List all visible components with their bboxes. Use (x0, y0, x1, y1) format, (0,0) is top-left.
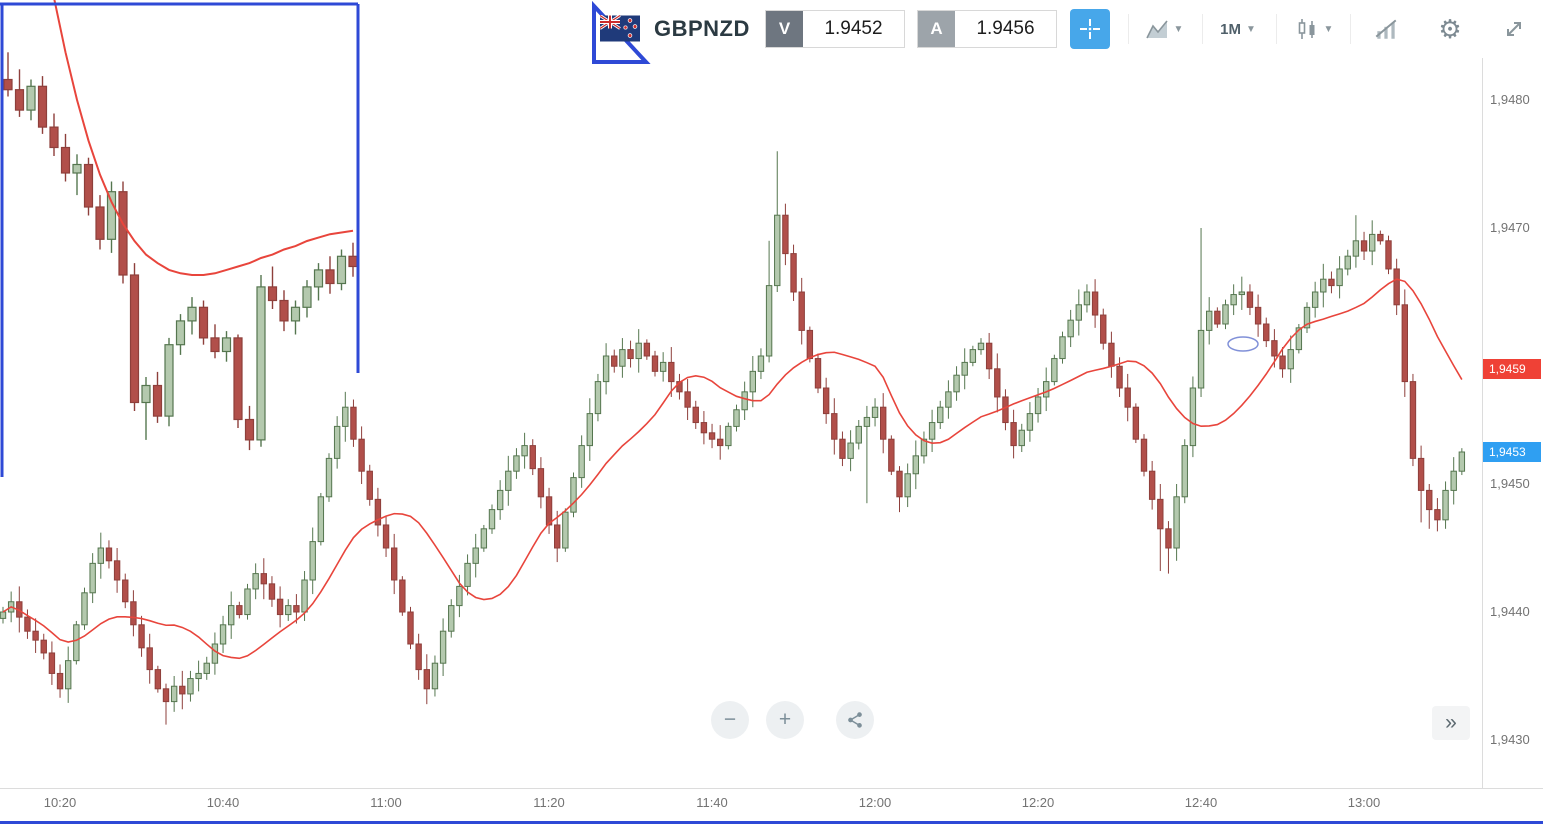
toolbar-separator (1128, 14, 1129, 44)
time-tick-label: 13:00 (1347, 795, 1381, 810)
price-tick-label: 1,9430 (1490, 732, 1530, 747)
buy-price: 1.9456 (976, 18, 1035, 39)
sell-button[interactable]: V 1.9452 (765, 10, 905, 48)
sell-price: 1.9452 (824, 18, 883, 39)
fullscreen-button[interactable] (1494, 13, 1534, 45)
zoom-in-button[interactable]: + (766, 701, 804, 739)
collapse-button[interactable]: » (1432, 706, 1470, 740)
expand-icon (1507, 22, 1521, 36)
toolbar-separator (1276, 14, 1277, 44)
inset-magnified-chart (0, 0, 360, 470)
symbol-title: GBPNZD (654, 16, 750, 41)
timeframe-label: 1M (1220, 20, 1241, 38)
buy-button[interactable]: A 1.9456 (917, 10, 1057, 48)
ma-price-badge: 1,9459 (1483, 358, 1541, 379)
price-tick-label: 1,9440 (1490, 604, 1530, 619)
nz-flag-icon (600, 15, 640, 42)
indicators-icon (1375, 19, 1397, 39)
chart-type-dropdown[interactable]: ▼ (1140, 13, 1188, 45)
time-tick-label: 10:40 (206, 795, 240, 810)
price-tick-label: 1,9480 (1490, 92, 1530, 107)
time-tick-label: 10:20 (43, 795, 77, 810)
toolbar-separator (1202, 14, 1203, 44)
time-tick-label: 12:00 (858, 795, 892, 810)
moving-average-line (2, 278, 1463, 660)
time-tick-label: 11:00 (370, 795, 402, 810)
price-tick-label: 1,9450 (1490, 476, 1530, 491)
chevron-down-icon: ▼ (1173, 23, 1184, 35)
candle-style-dropdown[interactable]: ▼ (1288, 13, 1340, 45)
double-chevron-icon: » (1445, 711, 1457, 734)
time-tick-label: 11:20 (533, 795, 565, 810)
toolbar-separator (1350, 14, 1351, 44)
plus-icon: + (778, 708, 792, 731)
share-icon (848, 712, 862, 728)
candlestick-icon (1298, 19, 1315, 39)
minus-icon: − (723, 708, 737, 731)
inset-moving-average-line (7, 0, 354, 276)
toolbar: GBPNZD V 1.9452 A 1.9456 ▼ 1M ▼ ▼ (0, 0, 1543, 58)
crosshair-button[interactable] (1070, 9, 1110, 49)
price-tick-label: 1,9470 (1490, 220, 1530, 235)
candles-layer (0, 151, 1466, 725)
time-tick-label: 11:40 (696, 795, 728, 810)
share-button[interactable] (836, 701, 874, 739)
chevron-down-icon: ▼ (1323, 23, 1334, 35)
settings-button[interactable]: ⚙ (1430, 13, 1470, 45)
gear-icon: ⚙ (1438, 14, 1462, 44)
buy-letter: A (918, 11, 955, 47)
sell-letter: V (766, 11, 803, 47)
chart-type-icon (1145, 20, 1168, 39)
time-tick-label: 12:40 (1184, 795, 1218, 810)
chevron-down-icon: ▼ (1245, 23, 1256, 35)
zoom-out-button[interactable]: − (711, 701, 749, 739)
last-price-badge: 1,9453 (1483, 442, 1541, 462)
time-tick-label: 12:20 (1021, 795, 1055, 810)
timeframe-dropdown[interactable]: 1M ▼ (1214, 13, 1262, 45)
crosshair-icon (1080, 19, 1100, 39)
indicators-button[interactable] (1366, 15, 1406, 43)
